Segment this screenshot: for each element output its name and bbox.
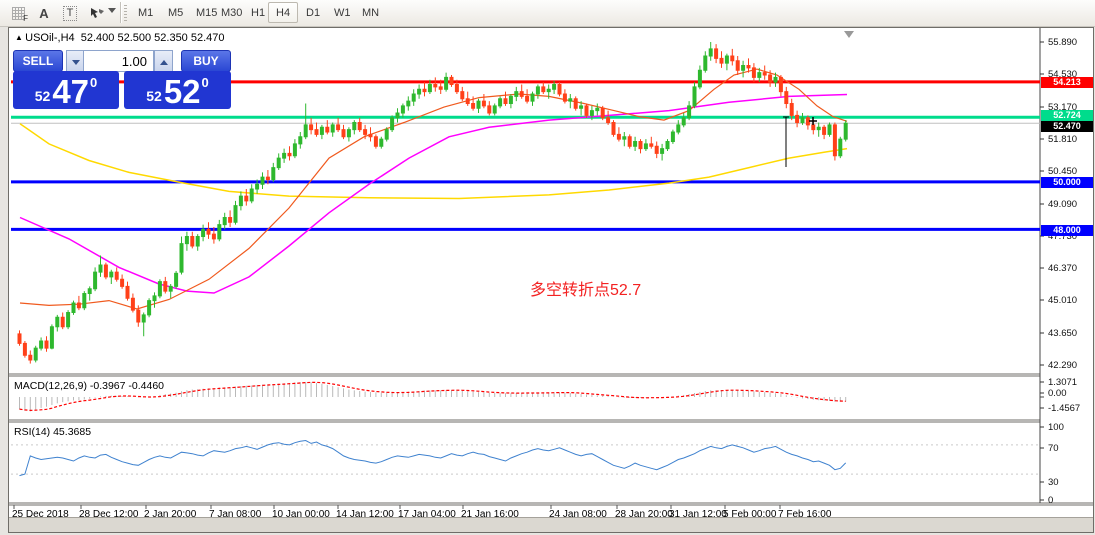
grid-glyph <box>11 6 25 20</box>
time-tick-label: 28 Dec 12:00 <box>79 509 139 520</box>
timeframe-mn-button[interactable]: MN <box>354 2 387 23</box>
buy-price-sup: 0 <box>201 75 209 90</box>
timeframe-h1-button[interactable]: H1 <box>243 2 273 23</box>
price-tick-label: 53.170 <box>1048 102 1078 113</box>
time-tick-label: 14 Jan 12:00 <box>336 509 394 520</box>
timeframe-h4-button[interactable]: H4 <box>268 2 299 23</box>
time-tick-label: 21 Jan 16:00 <box>461 509 519 520</box>
price-tick-label: 47.730 <box>1048 231 1078 242</box>
arrows-glyph <box>91 8 104 18</box>
time-tick-label: 24 Jan 08:00 <box>549 509 607 520</box>
chevron-down-icon[interactable] <box>108 8 116 13</box>
time-tick-label: 17 Jan 04:00 <box>398 509 456 520</box>
sell-price-small: 52 <box>34 88 51 104</box>
chart-annotation-text: 多空转折点52.7 <box>530 282 642 299</box>
indicator-tick-label: -1.4567 <box>1048 403 1081 414</box>
buy-price-box[interactable]: 52 52 0 <box>124 71 231 109</box>
indicator-tick-label: 70 <box>1048 443 1059 454</box>
timeframe-d1-button[interactable]: D1 <box>298 2 328 23</box>
price-tick-label: 50.450 <box>1048 166 1078 177</box>
time-tick-label: 5 Feb 00:00 <box>723 509 777 520</box>
time-tick-label: 25 Dec 2018 <box>12 509 69 520</box>
price-badge: 48.000 <box>1041 224 1093 236</box>
timeframe-m15-button[interactable]: M15 <box>188 2 225 23</box>
text-label-icon[interactable]: A <box>39 5 49 21</box>
price-tick-label: 55.890 <box>1048 37 1078 48</box>
sell-price-big: 47 <box>52 73 90 110</box>
time-tick-label: 31 Jan 12:00 <box>669 509 727 520</box>
toolbar-separator <box>120 2 121 23</box>
arrow-objects-icon[interactable] <box>86 3 108 23</box>
price-tick-label: 51.810 <box>1048 134 1078 145</box>
buy-price-big: 52 <box>163 73 201 110</box>
sell-price-sup: 0 <box>90 75 98 90</box>
price-badge: 50.000 <box>1041 176 1093 188</box>
text-box-icon[interactable]: T <box>59 3 81 23</box>
time-tick-label: 7 Jan 08:00 <box>209 509 262 520</box>
macd-label: MACD(12,26,9) -0.3967 -0.4460 <box>14 380 164 392</box>
buy-button[interactable]: BUY <box>181 50 231 72</box>
toolbar-grip <box>124 4 127 21</box>
price-badge: 52.724 <box>1041 109 1093 121</box>
price-tick-label: 43.650 <box>1048 328 1078 339</box>
window-bottom-strip <box>9 517 1093 532</box>
price-tick-label: 42.290 <box>1048 360 1078 371</box>
price-tick-label: 54.530 <box>1048 69 1078 80</box>
time-tick-label: 28 Jan 20:00 <box>615 509 673 520</box>
timeframe-m5-button[interactable]: M5 <box>160 2 191 23</box>
price-badge: 54.213 <box>1041 76 1093 88</box>
chevron-down-icon <box>71 59 80 65</box>
timeframe-w1-button[interactable]: W1 <box>326 2 359 23</box>
volume-input[interactable] <box>83 50 154 72</box>
indicator-tick-label: 1.3071 <box>1048 377 1078 388</box>
indicator-tick-label: 0.00 <box>1048 388 1067 399</box>
time-tick-label: 10 Jan 00:00 <box>272 509 330 520</box>
indicator-icon-label: F <box>23 14 28 23</box>
rsi-label: RSI(14) 45.3685 <box>14 426 92 438</box>
symbol-arrow-icon: ▲ <box>15 33 26 42</box>
indicator-tick-label: 0 <box>1048 495 1054 506</box>
time-tick-label: 2 Jan 20:00 <box>144 509 197 520</box>
sell-price-box[interactable]: 52 47 0 <box>13 71 119 109</box>
timeframe-m30-button[interactable]: M30 <box>213 2 250 23</box>
chevron-up-icon <box>159 59 168 65</box>
toolbar: F A T M1 M5 M15 M30 H1 H4 D1 W1 MN <box>0 0 1095 27</box>
time-tick-label: 7 Feb 16:00 <box>778 509 832 520</box>
indicator-list-icon[interactable]: F <box>7 3 29 23</box>
indicator-tick-label: 30 <box>1048 477 1059 488</box>
price-tick-label: 45.010 <box>1048 295 1078 306</box>
price-tick-label: 49.090 <box>1048 199 1078 210</box>
symbol-quote-header: ▲ USOil-,H4 52.400 52.500 52.350 52.470 <box>15 32 225 44</box>
timeframe-m1-button[interactable]: M1 <box>130 2 161 23</box>
chart-window: ▲ USOil-,H4 52.400 52.500 52.350 52.470 … <box>8 27 1094 533</box>
sell-button[interactable]: SELL <box>13 50 63 72</box>
buy-price-small: 52 <box>146 88 162 104</box>
indicator-tick-label: 100 <box>1048 422 1064 433</box>
price-badge: 52.470 <box>1041 120 1093 132</box>
price-tick-label: 46.370 <box>1048 263 1078 274</box>
symbol-quote-text: USOil-,H4 52.400 52.500 52.350 52.470 <box>25 32 225 44</box>
